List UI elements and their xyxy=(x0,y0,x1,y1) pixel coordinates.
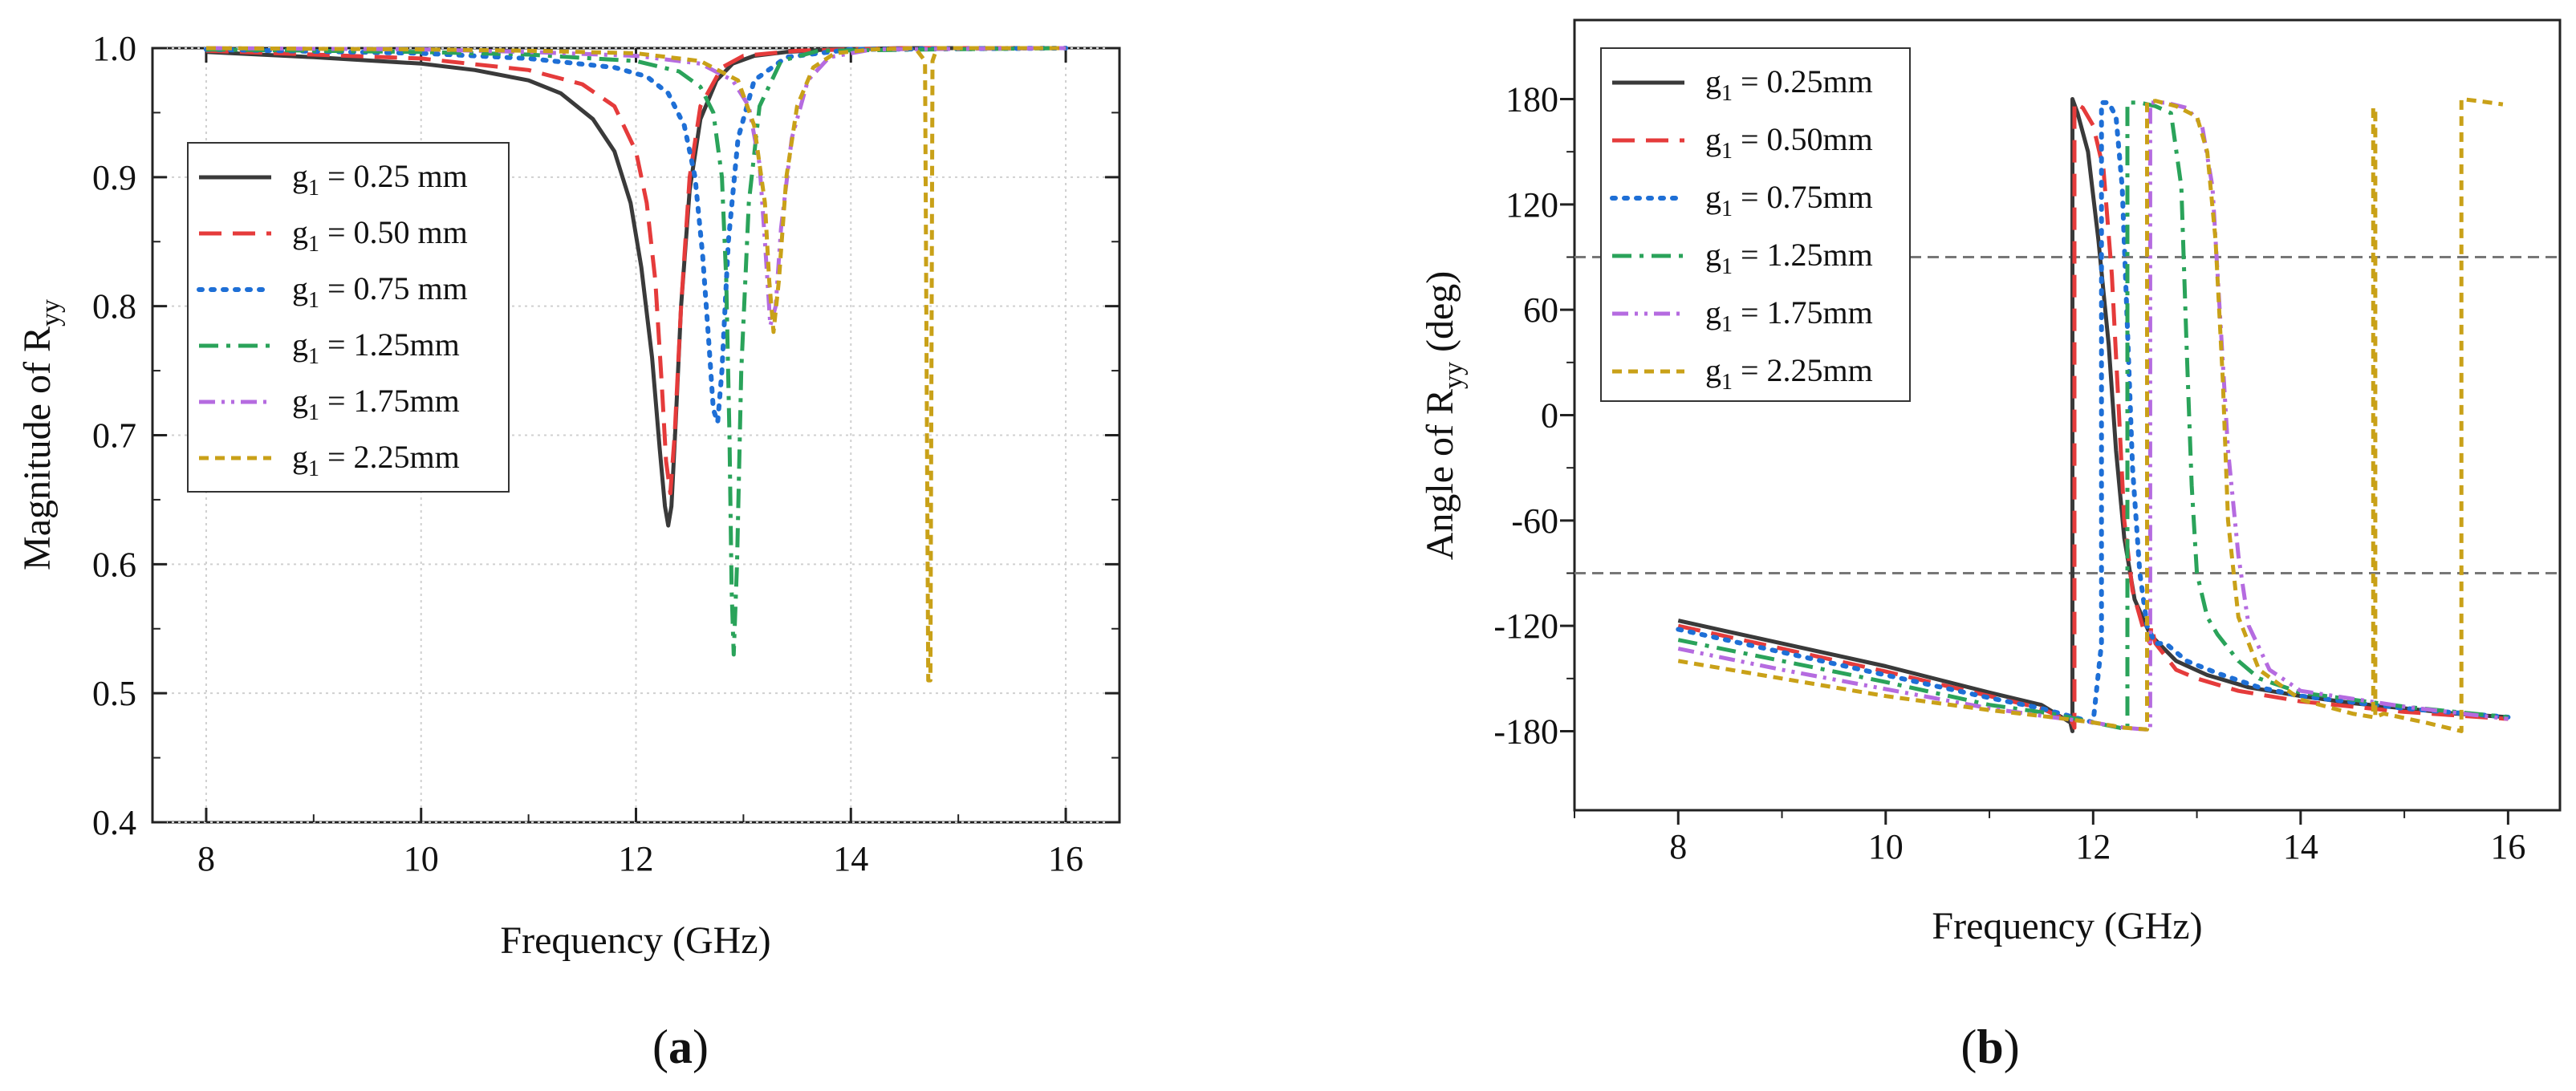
x-tick-label: 8 xyxy=(197,839,215,878)
legend-label-2: g1 = 0.50 mm xyxy=(292,214,468,257)
legend-label-5: g1 = 1.75mm xyxy=(1705,294,1873,337)
y-tick-label: -180 xyxy=(1493,712,1558,752)
x-tick-label: 14 xyxy=(833,839,868,878)
legend-label-6: g1 = 2.25mm xyxy=(292,439,460,481)
panel-letter-b: b xyxy=(1977,1020,2003,1073)
y-tick-label: 0.8 xyxy=(92,287,136,326)
ylabel-b-tail: (deg) xyxy=(1419,271,1461,362)
legend-a: g1 = 0.25 mm g1 = 0.50 mm g1 = 0.75 mm g1 =… xyxy=(187,142,510,493)
ticks-a: 8 10 12 14 16 0.4 0.5 0.6 0.7 0.8 0.9 1.0 xyxy=(92,29,1119,878)
legend-box-b xyxy=(1600,47,1911,402)
ylabel-b-main: Angle of R xyxy=(1419,389,1461,560)
panel-b: 8 10 12 14 16 -180 -120 -60 0 60 120 180 Frequency … xyxy=(1419,18,2562,1073)
legend-b: g1 = 0.25mm g1 = 0.50mm g1 = 0.75mm g1 = 1.… xyxy=(1600,47,1911,402)
legend-label-1: g1 = 0.25 mm xyxy=(292,158,468,201)
panel-label-a: (a) xyxy=(652,1020,709,1073)
series-line-4 xyxy=(205,46,1067,657)
ylabel-a: Magnitude of Ryy xyxy=(16,299,66,570)
panel-letter-a: a xyxy=(668,1020,693,1073)
legend-label-1: g1 = 0.25mm xyxy=(1705,63,1873,106)
panel-a: 8 10 12 14 16 0.4 0.5 0.6 0.7 0.8 0.9 1.0 Frequency… xyxy=(16,29,1121,1073)
series-line-2 xyxy=(205,46,1067,496)
ylabel-a-sub: yy xyxy=(36,299,66,326)
panel-label-b: (b) xyxy=(1960,1020,2019,1073)
series-line-1 xyxy=(1677,97,2509,733)
y-tick-label: 120 xyxy=(1505,185,1558,225)
ylabel-b-sub: yy xyxy=(1439,362,1469,389)
y-tick-label: 0.7 xyxy=(92,416,136,456)
series-line-1 xyxy=(205,46,1067,528)
series-line-3 xyxy=(1676,99,2511,725)
x-tick-label: 12 xyxy=(619,839,654,878)
y-tick-label: 0.6 xyxy=(92,545,136,584)
x-tick-label: 12 xyxy=(2075,827,2111,866)
y-tick-label: 1.0 xyxy=(92,29,136,68)
ticks-b: 8 10 12 14 16 -180 -120 -60 0 60 120 180 xyxy=(1493,80,2525,867)
series-b xyxy=(1676,97,2511,733)
x-tick-label: 8 xyxy=(1669,827,1687,866)
x-tick-label: 16 xyxy=(2490,827,2525,866)
y-tick-label: 180 xyxy=(1505,80,1558,120)
y-tick-label: 60 xyxy=(1523,290,1558,330)
series-line-4 xyxy=(1677,100,2509,732)
y-tick-label: 0.5 xyxy=(92,674,136,713)
legend-label-4: g1 = 1.25mm xyxy=(292,326,460,369)
legend-label-3: g1 = 0.75mm xyxy=(1705,179,1873,221)
series-a xyxy=(203,46,1069,683)
series-line-6 xyxy=(205,46,1067,683)
legend-label-4: g1 = 1.25mm xyxy=(1705,237,1873,279)
legend-label-3: g1 = 0.75 mm xyxy=(292,270,468,313)
ylabel-b: Angle of Ryy (deg) xyxy=(1419,271,1469,561)
y-tick-label: 0 xyxy=(1541,396,1558,436)
legend-box-a xyxy=(187,142,510,493)
x-tick-label: 16 xyxy=(1048,839,1083,878)
y-tick-label: 0.9 xyxy=(92,158,136,197)
x-tick-label: 10 xyxy=(1868,827,1904,866)
x-tick-label: 10 xyxy=(404,839,439,878)
legend-label-6: g1 = 2.25mm xyxy=(1705,352,1873,395)
xlabel-a: Frequency (GHz) xyxy=(500,919,770,962)
ylabel-a-main: Magnitude of R xyxy=(16,326,59,570)
legend-label-5: g1 = 1.75mm xyxy=(292,383,460,425)
x-tick-label: 14 xyxy=(2283,827,2318,866)
y-tick-label: -120 xyxy=(1493,606,1558,646)
y-tick-label: -60 xyxy=(1511,501,1558,541)
series-line-3 xyxy=(203,46,1069,425)
legend-label-2: g1 = 0.50mm xyxy=(1705,121,1873,164)
xlabel-b: Frequency (GHz) xyxy=(1932,905,2202,947)
y-tick-label: 0.4 xyxy=(92,803,136,842)
